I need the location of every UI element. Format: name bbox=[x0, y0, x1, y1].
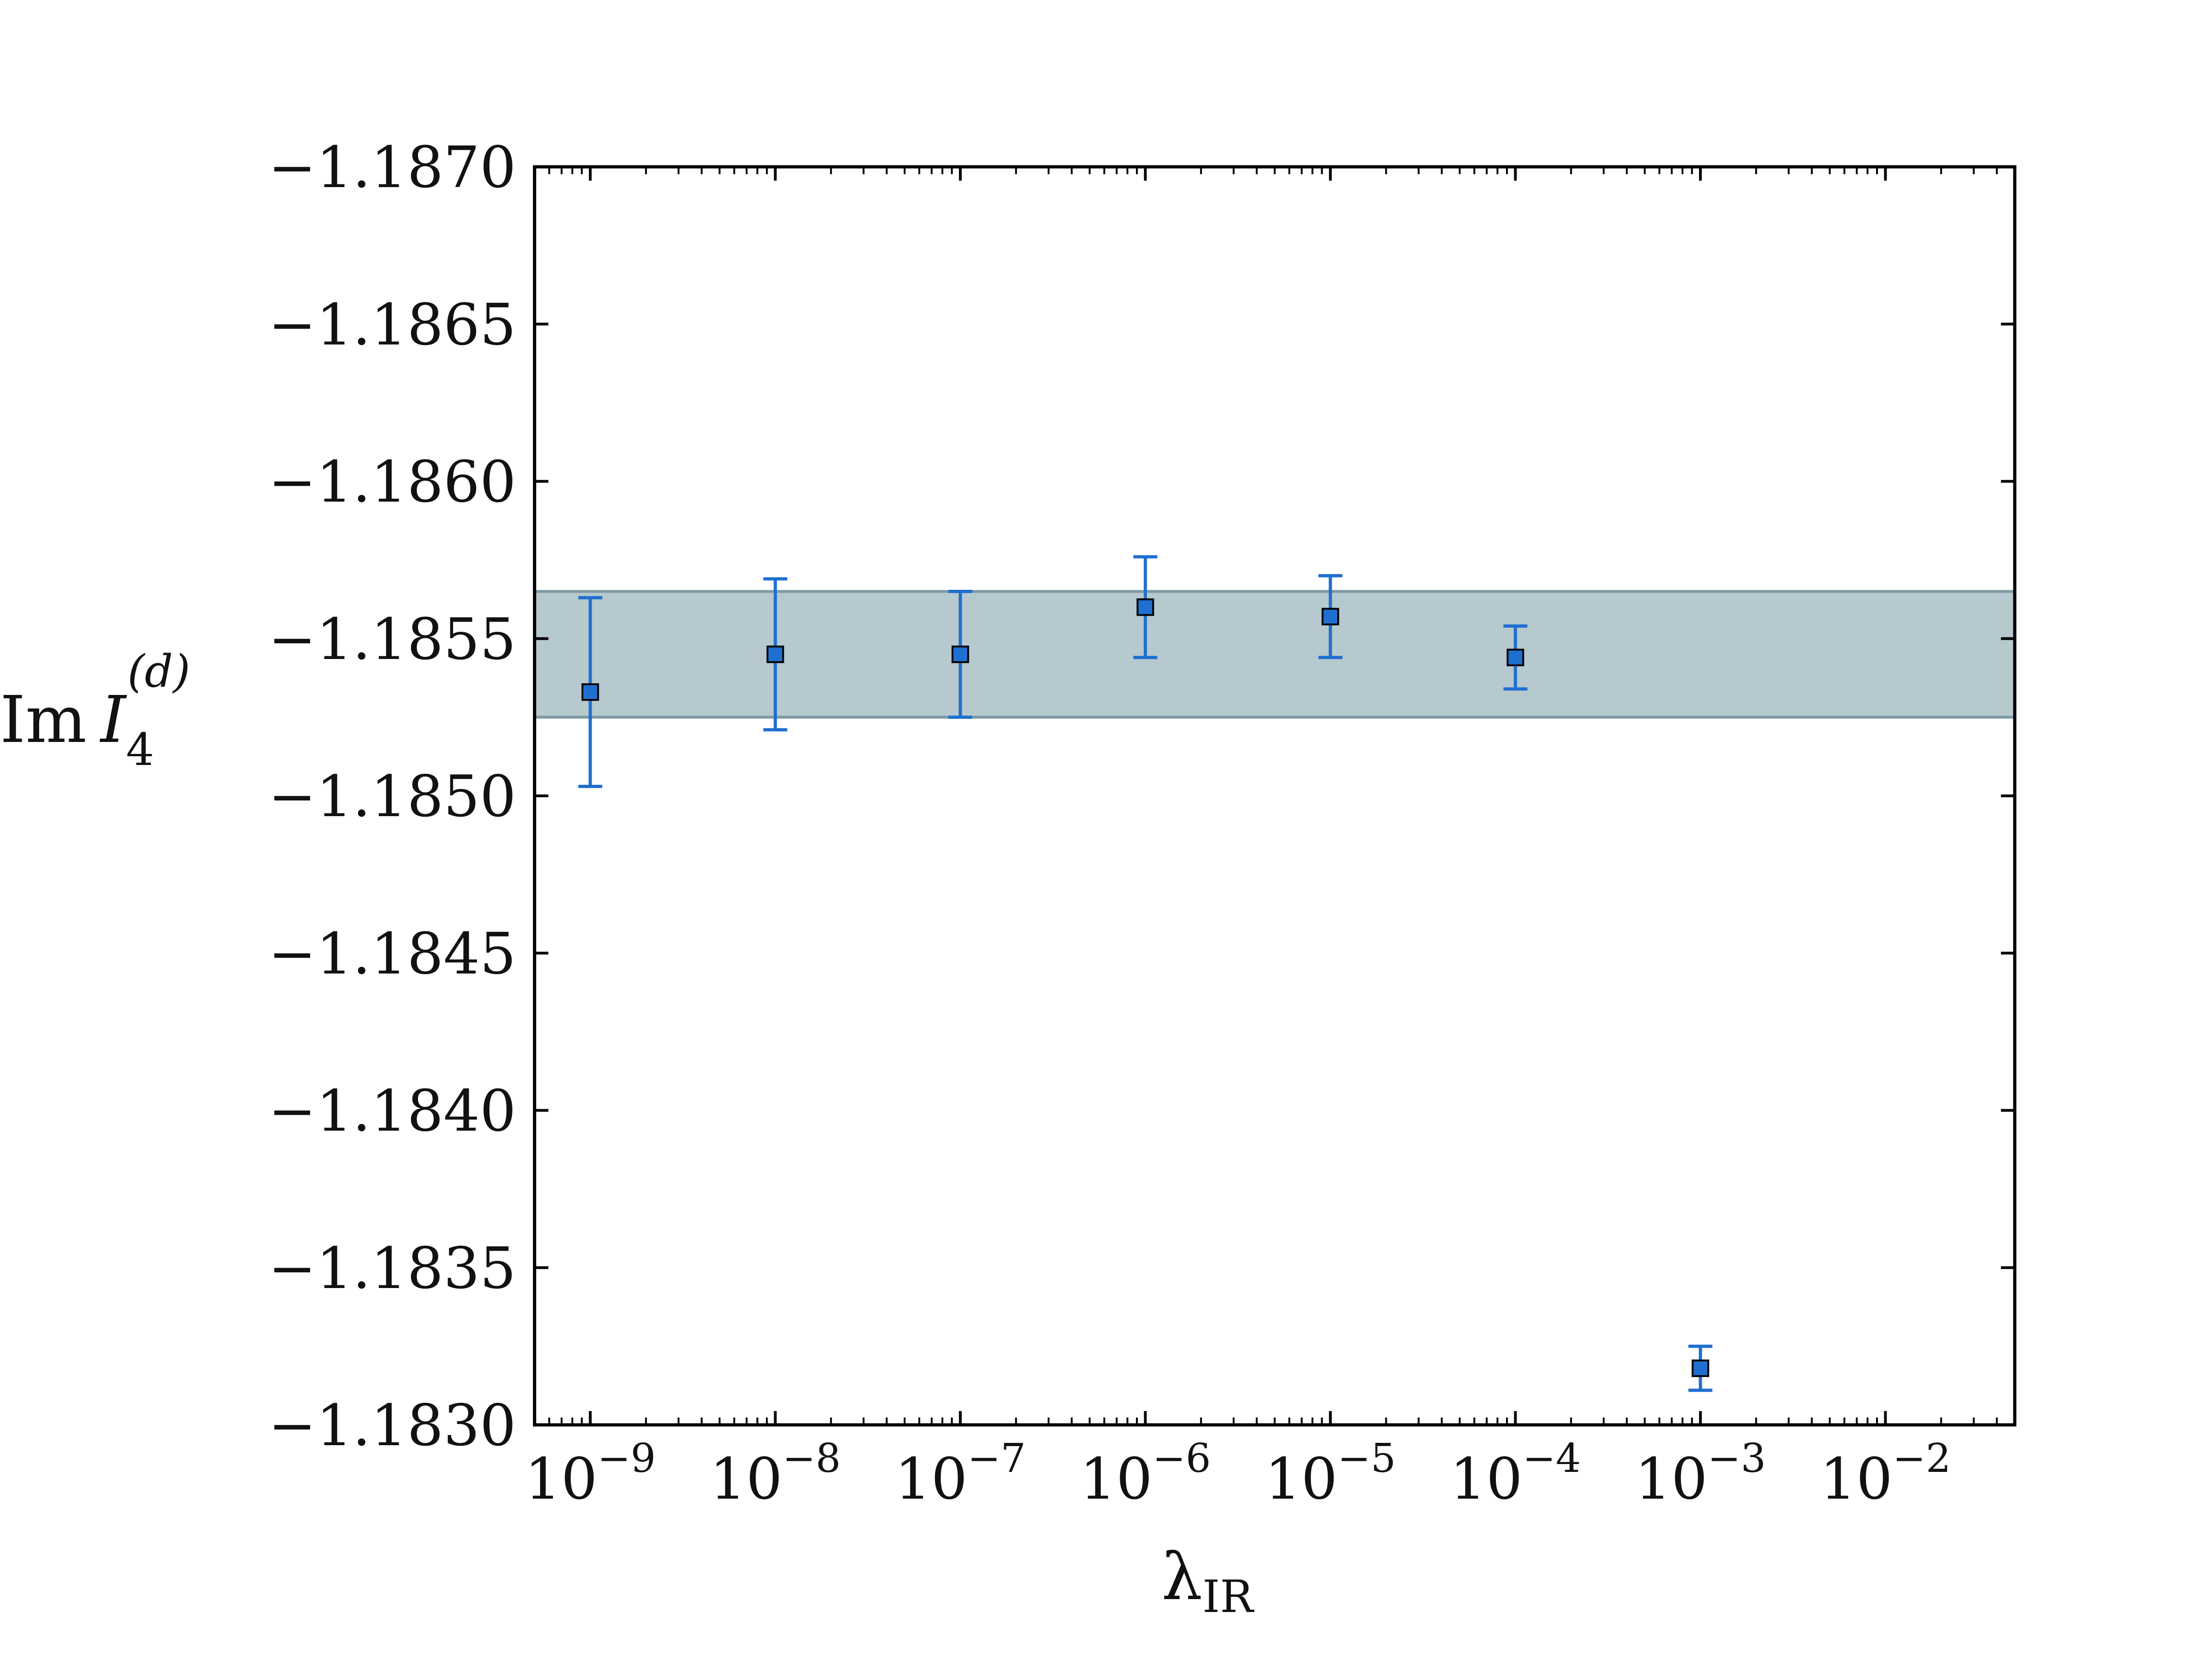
points-layer bbox=[578, 555, 1712, 1392]
y-tick-label-6: −1.1840 bbox=[268, 1078, 516, 1145]
y-tick-label-0: −1.1870 bbox=[268, 135, 516, 201]
y-tick-label-2: −1.1860 bbox=[268, 449, 516, 516]
y-tick-label-4: −1.1850 bbox=[268, 764, 516, 830]
x-tick-label-2: 10−7 bbox=[895, 1435, 1026, 1512]
data-point-group-5 bbox=[1503, 624, 1528, 691]
x-tick-label-5: 10−4 bbox=[1450, 1435, 1581, 1512]
x-tick-label-1: 10−8 bbox=[710, 1435, 841, 1512]
y-axis-label-sup: (d) bbox=[127, 646, 190, 697]
x-tick-label-6: 10−3 bbox=[1635, 1435, 1766, 1512]
y-axis-label-var: I bbox=[99, 682, 127, 758]
x-tick-label-7: 10−2 bbox=[1820, 1435, 1951, 1512]
y-tick-label-3: −1.1855 bbox=[268, 606, 516, 673]
y-tick-label-5: −1.1845 bbox=[268, 921, 516, 987]
plot-frame bbox=[533, 165, 2017, 1427]
x-axis-label: λIR bbox=[1162, 1540, 1255, 1623]
y-tick-label-8: −1.1830 bbox=[268, 1393, 516, 1459]
data-point-group-2 bbox=[948, 589, 972, 719]
data-point-group-4 bbox=[1318, 574, 1342, 659]
y-axis-label-sub: 4 bbox=[126, 724, 154, 776]
y-tick-label-1: −1.1865 bbox=[268, 292, 516, 358]
data-point-6 bbox=[1691, 1359, 1709, 1377]
data-point-5 bbox=[1506, 648, 1524, 666]
x-tick-label-0: 10−9 bbox=[525, 1435, 656, 1512]
data-point-group-6 bbox=[1688, 1344, 1712, 1392]
data-point-0 bbox=[581, 683, 599, 701]
x-tick-label-3: 10−6 bbox=[1080, 1435, 1211, 1512]
mean-band bbox=[535, 591, 2015, 718]
data-point-3 bbox=[1136, 598, 1154, 616]
x-axis-label-base: λ bbox=[1162, 1540, 1203, 1615]
data-point-1 bbox=[766, 645, 784, 663]
labels-layer: −1.1870 −1.1865 −1.1860 −1.1855 −1.1850 −1.18… bbox=[268, 135, 1951, 1512]
band-layer bbox=[535, 590, 2015, 719]
y-axis-label: Im I4 (d) bbox=[0, 646, 190, 776]
data-point-group-3 bbox=[1133, 555, 1158, 659]
data-point-group-1 bbox=[763, 577, 788, 732]
y-axis-label-prefix: Im bbox=[0, 682, 87, 758]
x-axis-label-sub: IR bbox=[1202, 1571, 1254, 1623]
y-tick-label-7: −1.1835 bbox=[268, 1235, 516, 1302]
data-point-2 bbox=[951, 645, 969, 663]
x-tick-label-4: 10−5 bbox=[1265, 1435, 1396, 1512]
data-point-group-0 bbox=[578, 596, 602, 788]
data-point-4 bbox=[1321, 607, 1339, 625]
